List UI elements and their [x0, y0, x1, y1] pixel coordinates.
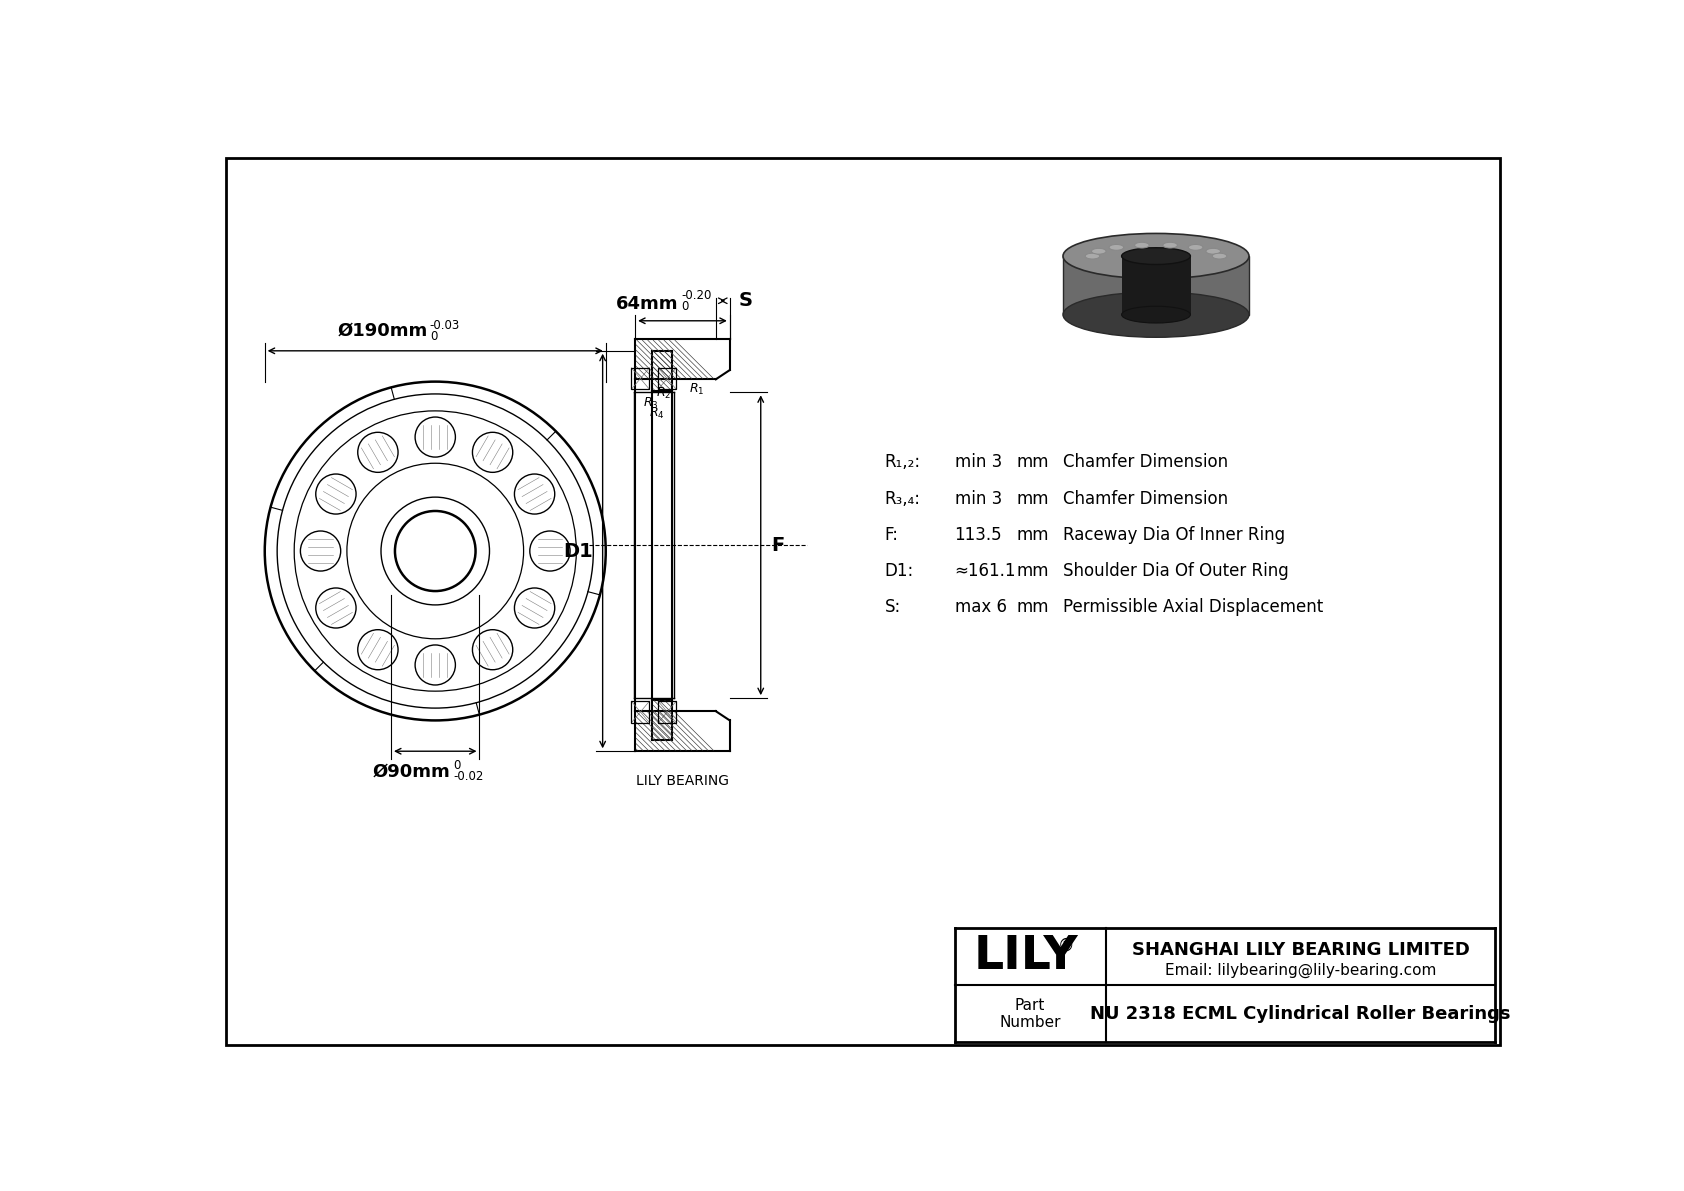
- Bar: [632, 701, 650, 723]
- Text: R₃,₄:: R₃,₄:: [884, 490, 921, 507]
- Text: D1:: D1:: [884, 562, 914, 580]
- Text: mm: mm: [1017, 598, 1049, 616]
- Bar: [658, 701, 677, 723]
- Text: Chamfer Dimension: Chamfer Dimension: [1063, 490, 1228, 507]
- Bar: [632, 368, 650, 389]
- Text: max 6: max 6: [955, 598, 1007, 616]
- Ellipse shape: [1212, 254, 1226, 258]
- Text: $R_2$: $R_2$: [657, 386, 672, 400]
- Ellipse shape: [1110, 244, 1123, 250]
- Ellipse shape: [1206, 249, 1221, 254]
- Text: -0.20: -0.20: [680, 289, 711, 303]
- Ellipse shape: [1091, 249, 1106, 254]
- Text: F:: F:: [884, 526, 899, 544]
- Text: LILY BEARING: LILY BEARING: [637, 774, 729, 788]
- Text: 0: 0: [680, 300, 689, 313]
- Text: mm: mm: [1017, 526, 1049, 544]
- Text: NU 2318 ECML Cylindrical Roller Bearings: NU 2318 ECML Cylindrical Roller Bearings: [1090, 1005, 1511, 1023]
- Ellipse shape: [1164, 242, 1177, 248]
- Text: S: S: [739, 292, 753, 311]
- Text: mm: mm: [1017, 562, 1049, 580]
- Text: ≈161.1: ≈161.1: [955, 562, 1015, 580]
- Ellipse shape: [1084, 254, 1100, 258]
- Text: ®: ®: [1058, 937, 1074, 955]
- Text: 64mm: 64mm: [616, 295, 679, 313]
- Text: min 3: min 3: [955, 490, 1002, 507]
- Text: 0: 0: [429, 330, 438, 343]
- Text: min 3: min 3: [955, 454, 1002, 472]
- Text: 0: 0: [453, 759, 460, 772]
- Text: SHANGHAI LILY BEARING LIMITED: SHANGHAI LILY BEARING LIMITED: [1132, 941, 1470, 959]
- Text: mm: mm: [1017, 454, 1049, 472]
- Text: -0.03: -0.03: [429, 319, 460, 332]
- Text: $R_4$: $R_4$: [648, 406, 665, 422]
- Text: Chamfer Dimension: Chamfer Dimension: [1063, 454, 1228, 472]
- Ellipse shape: [1122, 248, 1191, 264]
- Text: S:: S:: [884, 598, 901, 616]
- Bar: [1122, 256, 1191, 316]
- Text: F: F: [771, 536, 785, 555]
- Text: Email: lilybearing@lily-bearing.com: Email: lilybearing@lily-bearing.com: [1165, 964, 1436, 978]
- Text: 113.5: 113.5: [955, 526, 1002, 544]
- Text: Raceway Dia Of Inner Ring: Raceway Dia Of Inner Ring: [1063, 526, 1285, 544]
- Ellipse shape: [1122, 306, 1191, 323]
- Text: Part
Number: Part Number: [999, 998, 1061, 1030]
- Text: D1: D1: [562, 542, 593, 561]
- Ellipse shape: [1063, 292, 1250, 337]
- Text: mm: mm: [1017, 490, 1049, 507]
- Text: LILY: LILY: [973, 934, 1078, 979]
- Bar: [658, 368, 677, 389]
- Text: Shoulder Dia Of Outer Ring: Shoulder Dia Of Outer Ring: [1063, 562, 1288, 580]
- Text: $R_3$: $R_3$: [643, 397, 658, 411]
- Text: $R_1$: $R_1$: [689, 382, 704, 398]
- Text: Ø90mm: Ø90mm: [372, 762, 451, 781]
- Ellipse shape: [1063, 233, 1250, 279]
- Bar: [1063, 256, 1250, 316]
- Ellipse shape: [1189, 244, 1202, 250]
- Ellipse shape: [1135, 242, 1148, 248]
- Text: Ø190mm: Ø190mm: [337, 322, 428, 339]
- Text: -0.02: -0.02: [453, 769, 483, 782]
- Text: Permissible Axial Displacement: Permissible Axial Displacement: [1063, 598, 1324, 616]
- Text: R₁,₂:: R₁,₂:: [884, 454, 921, 472]
